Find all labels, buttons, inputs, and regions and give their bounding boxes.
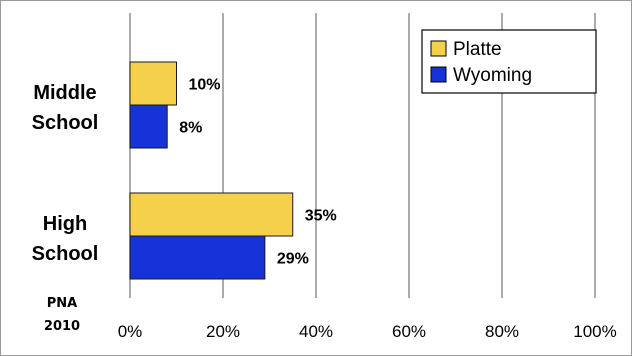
- bar: [129, 104, 168, 149]
- category-label-line: School: [32, 112, 99, 134]
- legend-swatch: [430, 66, 447, 83]
- data-label: 10%: [189, 77, 221, 94]
- x-tick-label: 40%: [299, 322, 333, 341]
- legend-label: Wyoming: [453, 65, 532, 86]
- bar: [129, 192, 294, 237]
- category-label-line: Middle: [33, 82, 96, 104]
- source-note-line: PNA: [47, 296, 77, 311]
- x-tick-label: 100%: [573, 322, 616, 341]
- data-label: 29%: [277, 251, 309, 268]
- category-label: High School: [32, 213, 99, 265]
- category-label: Middle School: [32, 82, 99, 134]
- category-labels: Middle School High School: [32, 82, 99, 265]
- bar: [129, 235, 266, 280]
- x-tick-label: 80%: [485, 322, 519, 341]
- legend-label: Platte: [453, 39, 502, 60]
- x-tick-label: 0%: [118, 322, 143, 341]
- category-label-line: High: [43, 213, 87, 235]
- legend-box: [421, 29, 597, 94]
- category-label-line: School: [32, 243, 99, 265]
- legend: Platte Wyoming: [421, 29, 597, 94]
- x-tick-label: 20%: [206, 322, 240, 341]
- bars: [129, 61, 294, 280]
- source-note: PNA 2010: [44, 296, 80, 334]
- x-tick-label: 60%: [392, 322, 426, 341]
- data-label: 35%: [305, 208, 337, 225]
- x-axis-ticks: 0% 20% 40% 60% 80% 100%: [118, 322, 617, 341]
- data-labels: 10% 8% 35% 29%: [179, 77, 337, 268]
- data-label: 8%: [179, 120, 202, 137]
- bar: [129, 61, 177, 106]
- legend-swatch: [430, 40, 447, 57]
- source-note-line: 2010: [44, 319, 80, 334]
